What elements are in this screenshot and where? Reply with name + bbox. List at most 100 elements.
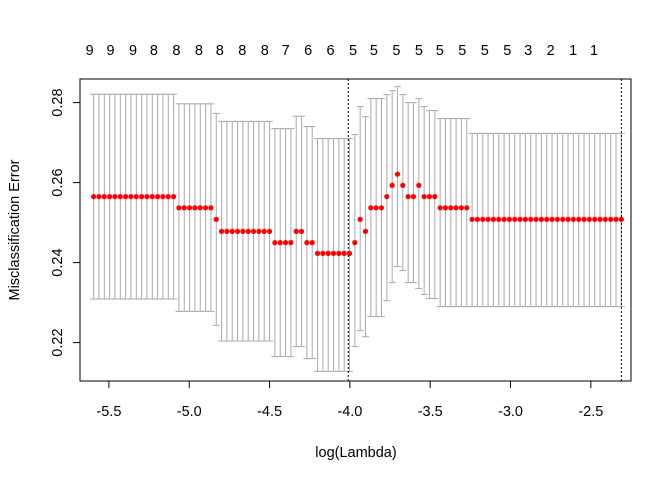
- y-axis: 0.22 0.24 0.26 0.28: [50, 88, 81, 357]
- data-point: [570, 216, 576, 222]
- data-point: [229, 228, 235, 234]
- data-point: [357, 216, 363, 222]
- data-point: [384, 194, 390, 200]
- data-point: [405, 194, 411, 200]
- data-point: [538, 216, 545, 222]
- data-point: [608, 216, 614, 222]
- y-axis-label: Misclassification Error: [7, 159, 23, 300]
- top-axis-count-label: 5: [481, 43, 489, 59]
- y-tick-label: 0.24: [50, 248, 66, 276]
- data-point: [288, 240, 294, 246]
- data-point: [187, 205, 193, 211]
- data-point: [554, 216, 561, 222]
- data-point: [549, 216, 555, 222]
- top-axis-count-label: 8: [172, 43, 180, 59]
- top-axis-count-label: 9: [129, 43, 137, 59]
- data-point: [522, 216, 529, 222]
- data-point: [448, 205, 454, 211]
- top-axis-count-label: 1: [590, 43, 598, 59]
- data-point: [533, 216, 539, 222]
- data-point: [320, 250, 326, 256]
- data-point: [208, 205, 214, 211]
- top-axis-count-label: 6: [304, 43, 312, 59]
- data-point: [101, 194, 107, 200]
- top-axis-count-label: 5: [458, 43, 466, 59]
- data-point: [330, 250, 337, 256]
- data-point: [458, 205, 465, 211]
- data-point: [107, 194, 113, 200]
- data-point: [346, 250, 353, 256]
- top-axis-count-label: 7: [282, 43, 290, 59]
- data-point: [581, 216, 587, 222]
- data-point: [336, 250, 342, 256]
- y-tick-label: 0.26: [50, 168, 66, 196]
- data-point: [453, 205, 459, 211]
- data-point: [442, 205, 449, 211]
- data-point: [314, 250, 321, 256]
- top-axis-count-label: 8: [238, 43, 246, 59]
- top-axis-count-label: 9: [106, 43, 114, 59]
- data-point: [410, 194, 417, 200]
- top-axis-count-label: 8: [216, 43, 224, 59]
- y-tick-label: 0.22: [50, 328, 66, 356]
- top-axis-count-label: 8: [261, 43, 269, 59]
- data-point: [496, 216, 502, 222]
- data-point: [586, 216, 592, 222]
- data-point: [240, 228, 246, 234]
- data-point: [528, 216, 534, 222]
- data-point: [341, 250, 347, 256]
- data-point: [464, 205, 470, 211]
- data-point: [245, 228, 251, 234]
- data-point: [96, 194, 102, 200]
- top-axis-count-label: 9: [86, 43, 94, 59]
- top-axis-count-label: 5: [415, 43, 423, 59]
- data-point: [261, 228, 267, 234]
- data-point: [416, 182, 422, 188]
- data-point: [256, 228, 262, 234]
- data-point: [293, 228, 299, 234]
- x-tick-label: -5.0: [177, 404, 202, 420]
- top-axis-count-label: 5: [349, 43, 357, 59]
- data-point: [480, 216, 486, 222]
- data-points: [91, 171, 624, 256]
- data-point: [517, 216, 523, 222]
- data-point: [373, 205, 379, 211]
- data-point: [426, 194, 433, 200]
- data-point: [602, 216, 608, 222]
- data-point: [197, 205, 203, 211]
- data-point: [133, 194, 139, 200]
- data-point: [272, 240, 278, 246]
- data-point: [234, 228, 241, 234]
- data-point: [400, 182, 406, 188]
- data-point: [394, 171, 401, 177]
- data-point: [309, 240, 315, 246]
- data-point: [218, 228, 225, 234]
- error-bars: [90, 86, 625, 372]
- data-point: [144, 194, 150, 200]
- top-axis-count-label: 5: [503, 43, 511, 59]
- data-point: [362, 228, 369, 234]
- data-point: [176, 205, 182, 211]
- data-point: [469, 216, 475, 222]
- top-axis-count-label: 1: [569, 43, 577, 59]
- data-point: [117, 194, 123, 200]
- data-point: [389, 182, 395, 188]
- data-point: [160, 194, 166, 200]
- data-point: [597, 216, 603, 222]
- top-axis-count-label: 5: [392, 43, 400, 59]
- data-point: [123, 194, 129, 200]
- data-point: [378, 205, 385, 211]
- top-axis-count-label: 5: [370, 43, 378, 59]
- data-point: [165, 194, 171, 200]
- data-point: [128, 194, 134, 200]
- data-point: [352, 240, 358, 246]
- data-point: [544, 216, 550, 222]
- data-point: [139, 194, 145, 200]
- data-point: [490, 216, 497, 222]
- data-point: [565, 216, 571, 222]
- data-point: [224, 228, 230, 234]
- data-point: [277, 240, 283, 246]
- data-point: [266, 228, 273, 234]
- top-axis-count-label: 6: [327, 43, 335, 59]
